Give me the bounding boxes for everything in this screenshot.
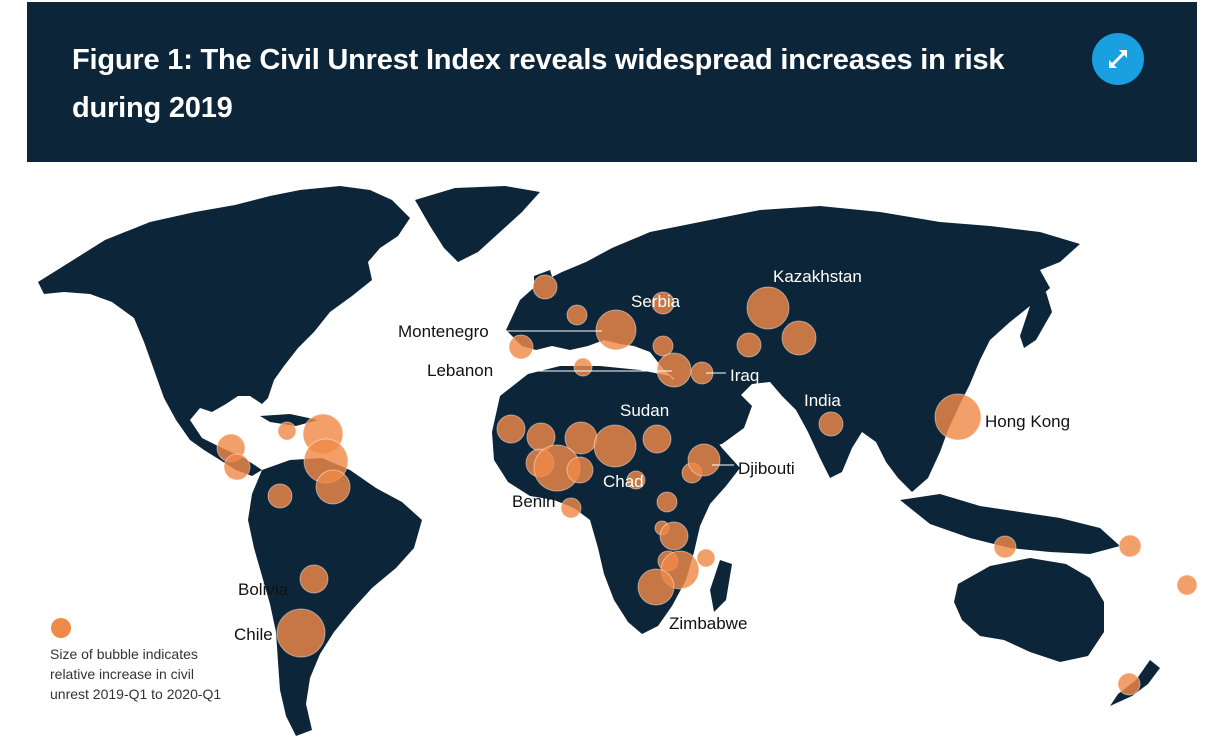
label-iraq: Iraq [730, 366, 759, 385]
north-america-land [38, 186, 410, 476]
bubble-uganda [656, 491, 678, 513]
bubble-fiji [1176, 574, 1198, 596]
madagascar-land [710, 560, 732, 612]
leader-lines [502, 330, 734, 466]
japan-land [1020, 292, 1052, 348]
bubble-ukraine [651, 291, 675, 315]
legend-bubble-icon [51, 618, 71, 638]
label-lebanon: Lebanon [427, 361, 493, 380]
bubble-sudan [642, 424, 672, 454]
bubble-indonesia [993, 535, 1017, 559]
bubble-spain [508, 334, 534, 360]
legend: Size of bubble indicates relative increa… [50, 618, 221, 702]
bubble-comoros [696, 548, 716, 568]
figure-title: Figure 1: The Civil Unrest Index reveals… [72, 44, 1005, 124]
bubble-bolivia [299, 564, 329, 594]
label-sudan: Sudan [620, 401, 669, 420]
label-djibouti: Djibouti [738, 459, 795, 478]
bubble-guyana [315, 469, 351, 505]
bubble-turkey [652, 335, 674, 357]
bubble-colombia [267, 483, 293, 509]
label-kazakhstan: Kazakhstan [773, 267, 862, 286]
bubble-uk [532, 274, 558, 300]
label-chile: Chile [234, 625, 273, 644]
expand-button[interactable] [1092, 33, 1144, 85]
world-map-svg: Kazakhstan Serbia Montenegro Lebanon Ira… [38, 186, 1198, 736]
label-serbia: Serbia [631, 292, 681, 311]
country-labels: Kazakhstan Serbia Montenegro Lebanon Ira… [234, 267, 1070, 644]
bubble-mauritania [496, 414, 526, 444]
bubble-honduras [223, 453, 251, 481]
label-montenegro: Montenegro [398, 322, 489, 341]
bubble-chile [276, 608, 326, 658]
bubble-cameroon [566, 456, 594, 484]
bubble-uzbekistan [736, 332, 762, 358]
bubble-chad [593, 424, 637, 468]
legend-line-3: unrest 2019-Q1 to 2020-Q1 [50, 686, 221, 702]
bubble-kazakhstan [746, 286, 790, 330]
world-map: Kazakhstan Serbia Montenegro Lebanon Ira… [0, 162, 1229, 747]
caribbean-land [260, 414, 318, 426]
bubble-france [566, 304, 588, 326]
bubble-serbia [595, 309, 637, 351]
unrest-bubbles [216, 274, 1198, 696]
legend-line-1: Size of bubble indicates [50, 646, 198, 662]
south-america-land [248, 458, 422, 736]
bubble-cuba [277, 421, 297, 441]
legend-line-2: relative increase in civil [50, 666, 194, 682]
australia-land [954, 558, 1104, 662]
bubble-algeria [573, 357, 593, 377]
label-hong-kong: Hong Kong [985, 412, 1070, 431]
bubble-hong-kong [934, 393, 982, 441]
label-india: India [804, 391, 841, 410]
bubble-zimbabwe [637, 568, 675, 606]
bubble-papua [1118, 534, 1142, 558]
bubble-lebanon [656, 352, 692, 388]
landmasses [38, 186, 1160, 736]
bubble-india [818, 411, 844, 437]
label-benin: Benin [512, 492, 555, 511]
bubble-gabon [626, 470, 646, 490]
label-bolivia: Bolivia [238, 580, 289, 599]
greenland-land [415, 186, 540, 262]
figure-header: Figure 1: The Civil Unrest Index reveals… [27, 2, 1197, 162]
expand-arrows-icon [1109, 50, 1127, 68]
arabia-land [672, 372, 752, 448]
bubble-benin [560, 497, 582, 519]
bubble-djibouti [687, 443, 721, 477]
bubble-new-zealand [1117, 672, 1141, 696]
label-chad: Chad [603, 472, 644, 491]
bubble-kyrgyzstan [781, 320, 817, 356]
label-zimbabwe: Zimbabwe [669, 614, 747, 633]
bubble-tanzania [659, 521, 689, 551]
sea-islands-land [900, 494, 1120, 554]
